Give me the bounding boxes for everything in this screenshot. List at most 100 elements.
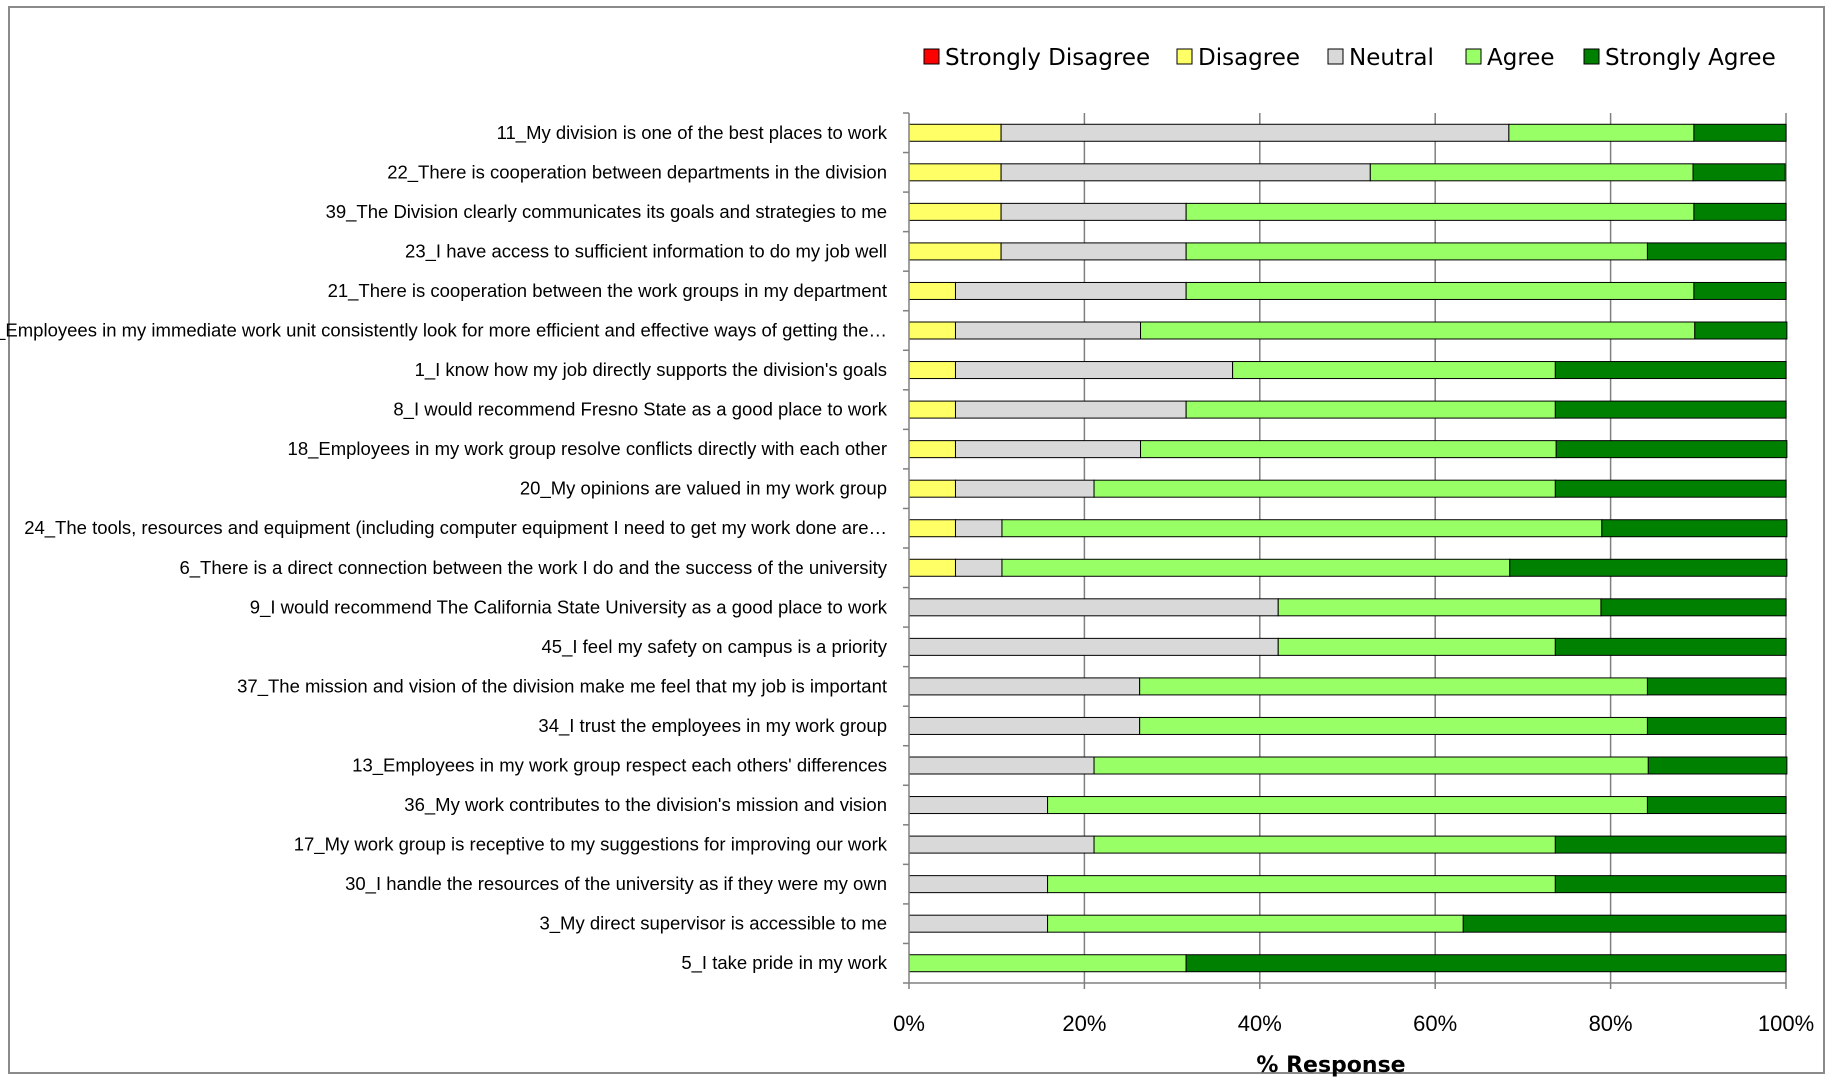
- bar-segment: [908, 835, 1095, 854]
- legend-label: Neutral: [1349, 45, 1434, 71]
- category-label: 9_I would recommend The California State…: [250, 596, 888, 618]
- chart-frame: [8, 6, 1825, 1074]
- axes: [903, 112, 1787, 989]
- legend-swatch: [923, 48, 940, 65]
- bar-segment: [1555, 440, 1788, 459]
- category-label: 11_My division is one of the best places…: [497, 122, 888, 144]
- category-label: 21_There is cooperation between the work…: [328, 280, 887, 302]
- bar-segment: [1140, 440, 1557, 459]
- category-label: 3_My direct supervisor is accessible to …: [539, 913, 887, 935]
- category-label: 23_I have access to sufficient informati…: [405, 240, 887, 262]
- bar-segment: [908, 637, 1279, 656]
- bar-segment: [908, 914, 1049, 933]
- bar-segment: [908, 361, 956, 380]
- bar-segment: [1646, 242, 1787, 261]
- bar-segment: [1277, 598, 1602, 617]
- bar-segment: [1139, 716, 1648, 735]
- bar-segment: [908, 756, 1095, 775]
- bar-segment: [908, 163, 1002, 182]
- bar-segment: [1646, 716, 1787, 735]
- bar-segment: [908, 479, 956, 498]
- category-label: 36_My work contributes to the division's…: [404, 794, 887, 816]
- bar-segment: [1600, 598, 1787, 617]
- bar-segment: [1692, 163, 1786, 182]
- bar-segment: [1093, 835, 1556, 854]
- bars: [908, 123, 1788, 973]
- bar-segment: [908, 400, 956, 419]
- bar-segment: [1508, 123, 1695, 142]
- legend-swatch: [1465, 48, 1482, 65]
- legend-label: Disagree: [1198, 45, 1300, 71]
- bar-segment: [1554, 835, 1787, 854]
- bar-segment: [954, 321, 1142, 340]
- bar-segment: [954, 400, 1187, 419]
- bar-segment: [1462, 914, 1787, 933]
- bar-segment: [1601, 519, 1788, 538]
- bar-segment: [954, 440, 1142, 459]
- bar-segment: [908, 440, 956, 459]
- legend-swatch: [1176, 48, 1193, 65]
- x-tick-label: 60%: [1413, 1011, 1457, 1036]
- x-axis-title: % Response: [1256, 1053, 1405, 1078]
- bar-segment: [1554, 637, 1787, 656]
- legend: Strongly Disagree Disagree Neutral Agree Str…: [923, 45, 1776, 71]
- category-label: 17_My work group is receptive to my sugg…: [294, 834, 888, 856]
- category-labels: 11_My division is one of the best places…: [0, 122, 888, 974]
- category-label: 5_I take pride in my work: [681, 952, 887, 974]
- x-tick-label: 0%: [893, 1011, 925, 1036]
- bar-segment: [1554, 400, 1787, 419]
- bar-segment: [1000, 163, 1371, 182]
- bar-segment: [908, 558, 956, 577]
- category-label: 18_Employees in my work group resolve co…: [288, 438, 887, 460]
- x-tick-label: 80%: [1589, 1011, 1633, 1036]
- category-label: 45_I feel my safety on campus is a prior…: [542, 636, 888, 658]
- bar-segment: [1277, 637, 1556, 656]
- bar-segment: [1554, 479, 1787, 498]
- bar-segment: [954, 281, 1187, 300]
- legend-swatch: [1583, 48, 1600, 65]
- x-tick-label: 100%: [1758, 1011, 1814, 1036]
- bar-segment: [1647, 756, 1788, 775]
- bar-segment: [1232, 361, 1556, 380]
- legend-swatch: [1327, 48, 1344, 65]
- bar-segment: [1139, 677, 1648, 696]
- bar-segment: [908, 677, 1141, 696]
- bar-segment: [954, 479, 1095, 498]
- category-label: 6_There is a direct connection between t…: [179, 557, 887, 579]
- bar-segment: [908, 281, 956, 300]
- legend-label: Agree: [1487, 45, 1555, 71]
- bar-segment: [1093, 479, 1556, 498]
- category-label: 20_My opinions are valued in my work gro…: [520, 478, 887, 500]
- bar-segment: [1509, 558, 1788, 577]
- x-tick-labels: 0% 20% 40% 60% 80% 100%: [893, 1011, 1814, 1036]
- bar-segment: [1185, 202, 1695, 221]
- bar-segment: [908, 598, 1279, 617]
- bar-segment: [1369, 163, 1694, 182]
- bar-segment: [954, 519, 1003, 538]
- bar-segment: [908, 875, 1049, 894]
- category-label: 1_I know how my job directly supports th…: [415, 359, 887, 381]
- bar-segment: [1000, 123, 1510, 142]
- bar-segment: [908, 716, 1141, 735]
- bar-segment: [908, 202, 1002, 221]
- category-label: 30_I handle the resources of the univers…: [345, 873, 887, 895]
- bar-segment: [1694, 321, 1788, 340]
- bar-segment: [908, 796, 1049, 815]
- bar-segment: [908, 519, 956, 538]
- bar-segment: [1185, 954, 1787, 973]
- legend-label: Strongly Agree: [1605, 45, 1776, 71]
- bar-segment: [1140, 321, 1696, 340]
- bar-segment: [1093, 756, 1649, 775]
- bar-segment: [1047, 914, 1464, 933]
- bar-segment: [1185, 242, 1648, 261]
- x-tick-label: 40%: [1238, 1011, 1282, 1036]
- bar-segment: [1554, 875, 1787, 894]
- bar-segment: [1693, 202, 1787, 221]
- bar-segment: [908, 123, 1002, 142]
- category-label: 8_I would recommend Fresno State as a go…: [393, 399, 887, 421]
- bar-segment: [1185, 400, 1556, 419]
- category-label: 29_Employees in my immediate work unit c…: [0, 320, 887, 342]
- category-label: 24_The tools, resources and equipment (i…: [24, 517, 887, 539]
- bar-segment: [1000, 202, 1187, 221]
